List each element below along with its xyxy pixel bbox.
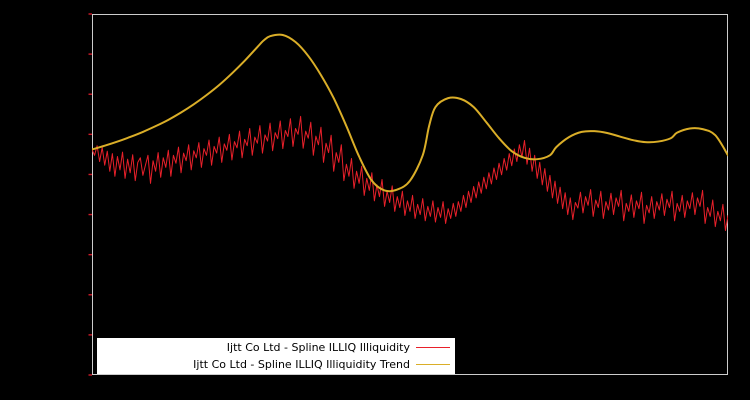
legend-entry-label: Ijtt Co Ltd - Spline ILLIQ Illiquidity <box>226 341 410 354</box>
data-series-layer <box>92 33 728 232</box>
legend-entry[interactable]: Ijtt Co Ltd - Spline ILLIQ Illiquidity T… <box>98 356 454 373</box>
plot-border <box>92 14 728 375</box>
legend-entry[interactable]: Ijtt Co Ltd - Spline ILLIQ Illiquidity <box>98 339 454 356</box>
axes-frame <box>92 14 728 375</box>
y-axis-ticks <box>88 13 92 376</box>
legend-entry-line-swatch <box>416 347 450 348</box>
chart-legend: Ijtt Co Ltd - Spline ILLIQ Illiquidity Ij… <box>97 338 455 374</box>
series-line-illiquidity-trend <box>92 33 728 193</box>
y-axis-tick-labels: 1000000001000000010000001000001000010001… <box>0 0 86 400</box>
legend-entry-label: Ijtt Co Ltd - Spline ILLIQ Illiquidity T… <box>193 358 410 371</box>
series-line-illiquidity <box>92 115 728 232</box>
legend-entry-line-swatch <box>416 364 450 365</box>
